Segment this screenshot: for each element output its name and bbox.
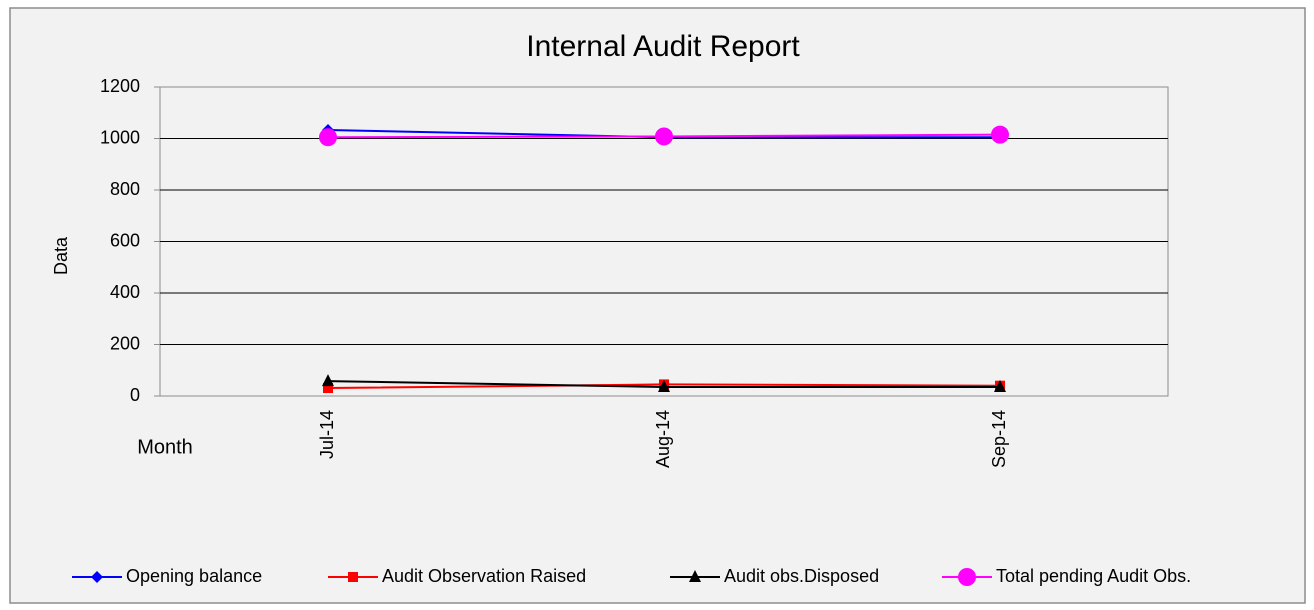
data-point xyxy=(658,379,670,392)
x-tick-label: Aug-14 xyxy=(653,410,673,468)
y-tick-label: 400 xyxy=(110,282,140,302)
legend-label: Opening balance xyxy=(126,566,262,586)
y-tick-label: 200 xyxy=(110,333,140,353)
y-tick-label: 1000 xyxy=(100,127,140,147)
legend-marker xyxy=(958,568,976,586)
y-axis-label: Data xyxy=(51,236,71,275)
y-tick-label: 1200 xyxy=(100,76,140,96)
x-tick-label: Sep-14 xyxy=(989,410,1009,468)
legend-label: Audit Observation Raised xyxy=(382,566,586,586)
chart-title: Internal Audit Report xyxy=(526,30,800,63)
x-tick-label: Jul-14 xyxy=(317,410,337,459)
data-point xyxy=(319,128,337,147)
data-point xyxy=(994,379,1006,392)
legend-marker xyxy=(689,570,701,582)
legend-label: Audit obs.Disposed xyxy=(724,566,879,586)
data-point xyxy=(991,125,1009,144)
data-point xyxy=(655,127,673,146)
x-axis-label: Month xyxy=(137,436,193,458)
y-tick-label: 600 xyxy=(110,230,140,250)
legend-marker xyxy=(91,571,103,583)
legend-label: Total pending Audit Obs. xyxy=(996,566,1191,586)
y-tick-label: 0 xyxy=(130,385,140,405)
data-point xyxy=(322,374,334,387)
legend-marker xyxy=(348,572,358,582)
data-point xyxy=(323,383,333,394)
y-tick-label: 800 xyxy=(110,179,140,199)
